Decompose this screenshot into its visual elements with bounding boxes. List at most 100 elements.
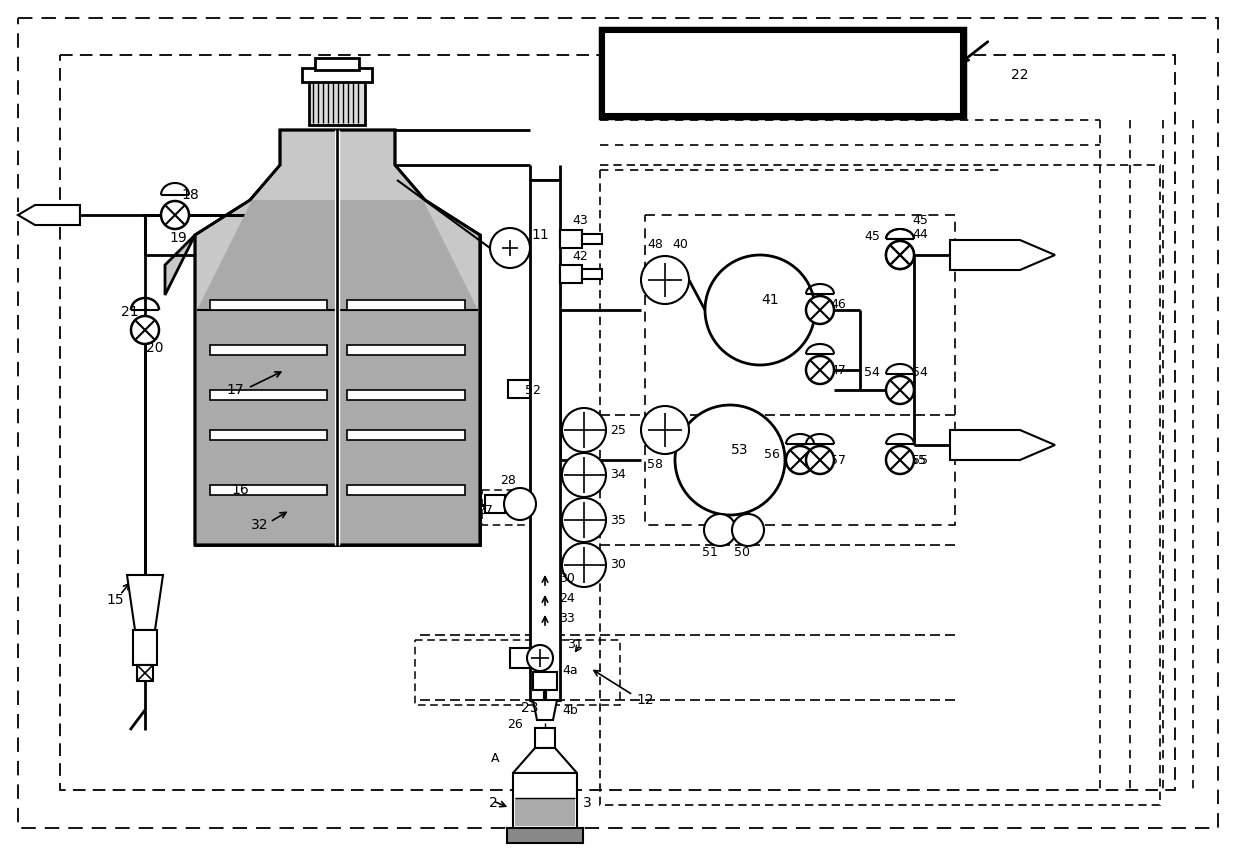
Circle shape — [562, 498, 606, 542]
Polygon shape — [600, 28, 965, 118]
Polygon shape — [534, 728, 556, 748]
Text: 28: 28 — [500, 473, 516, 487]
Polygon shape — [309, 80, 365, 125]
Text: 55: 55 — [911, 454, 928, 466]
Text: 34: 34 — [610, 468, 626, 482]
Polygon shape — [513, 773, 577, 828]
Circle shape — [503, 488, 536, 520]
Polygon shape — [533, 700, 557, 720]
Polygon shape — [19, 205, 81, 225]
Text: 22: 22 — [1012, 68, 1029, 82]
Circle shape — [732, 514, 764, 546]
Polygon shape — [195, 235, 480, 545]
Polygon shape — [210, 300, 327, 310]
Polygon shape — [136, 665, 153, 681]
Text: 16: 16 — [231, 483, 249, 497]
Text: 54: 54 — [913, 365, 928, 378]
Circle shape — [490, 228, 529, 268]
Circle shape — [675, 405, 785, 515]
Text: 54: 54 — [864, 365, 880, 378]
Polygon shape — [508, 380, 529, 398]
Text: 24: 24 — [559, 592, 575, 605]
Polygon shape — [510, 648, 529, 668]
Circle shape — [641, 256, 689, 304]
Circle shape — [641, 406, 689, 454]
Text: 15: 15 — [107, 593, 124, 607]
Text: 33: 33 — [559, 611, 575, 624]
Text: 40: 40 — [672, 238, 688, 252]
Circle shape — [806, 296, 835, 324]
Circle shape — [887, 446, 914, 474]
Polygon shape — [485, 495, 505, 513]
Polygon shape — [195, 200, 255, 235]
Polygon shape — [513, 748, 577, 773]
Circle shape — [704, 514, 737, 546]
Circle shape — [706, 255, 815, 365]
Text: 25: 25 — [610, 423, 626, 437]
Polygon shape — [582, 234, 601, 244]
Polygon shape — [582, 269, 601, 279]
Text: 30: 30 — [610, 559, 626, 572]
Circle shape — [806, 446, 835, 474]
Polygon shape — [347, 390, 465, 400]
Text: 52: 52 — [525, 383, 541, 397]
Text: 35: 35 — [610, 514, 626, 527]
Text: 30: 30 — [559, 572, 575, 584]
Polygon shape — [529, 180, 560, 700]
Text: 45: 45 — [913, 214, 928, 226]
Circle shape — [562, 543, 606, 587]
Text: 26: 26 — [507, 718, 523, 732]
Text: 47: 47 — [830, 364, 846, 377]
Text: 31: 31 — [567, 639, 583, 651]
Text: 11: 11 — [531, 228, 549, 242]
Polygon shape — [347, 430, 465, 440]
Polygon shape — [950, 240, 1055, 270]
Polygon shape — [210, 485, 327, 495]
Polygon shape — [347, 300, 465, 310]
Text: 50: 50 — [734, 546, 750, 560]
Text: 19: 19 — [169, 231, 187, 245]
Text: 51: 51 — [702, 546, 718, 560]
Circle shape — [887, 241, 914, 269]
Text: 4b: 4b — [562, 704, 578, 717]
Text: 44: 44 — [913, 228, 928, 242]
Circle shape — [562, 408, 606, 452]
Polygon shape — [950, 430, 1055, 460]
Polygon shape — [347, 485, 465, 495]
Polygon shape — [210, 345, 327, 355]
Text: 55: 55 — [910, 454, 926, 466]
Text: 53: 53 — [732, 443, 749, 457]
Circle shape — [562, 453, 606, 497]
Polygon shape — [197, 200, 477, 310]
Text: 18: 18 — [181, 188, 198, 202]
Polygon shape — [303, 68, 372, 82]
Circle shape — [887, 241, 914, 269]
Text: 57: 57 — [830, 454, 846, 466]
Polygon shape — [533, 672, 557, 690]
Text: 58: 58 — [647, 459, 663, 471]
Text: 46: 46 — [830, 298, 846, 311]
Text: 56: 56 — [764, 449, 780, 461]
Text: 3: 3 — [583, 796, 591, 810]
Text: 4a: 4a — [562, 663, 578, 677]
Text: 32: 32 — [252, 518, 269, 532]
Polygon shape — [195, 130, 480, 545]
Text: A: A — [491, 751, 500, 765]
Polygon shape — [315, 58, 360, 70]
Text: 20: 20 — [146, 341, 164, 355]
Circle shape — [806, 356, 835, 384]
Text: 48: 48 — [647, 238, 663, 252]
Polygon shape — [210, 390, 327, 400]
Polygon shape — [420, 200, 480, 235]
Polygon shape — [515, 798, 575, 826]
Text: 41: 41 — [761, 293, 779, 307]
Circle shape — [161, 201, 188, 229]
Text: 17: 17 — [226, 383, 244, 397]
Polygon shape — [133, 630, 157, 665]
Polygon shape — [197, 310, 477, 543]
Text: 43: 43 — [572, 214, 588, 226]
Text: 21: 21 — [122, 305, 139, 319]
Text: 2: 2 — [489, 796, 497, 810]
Polygon shape — [210, 430, 327, 440]
Circle shape — [527, 645, 553, 671]
